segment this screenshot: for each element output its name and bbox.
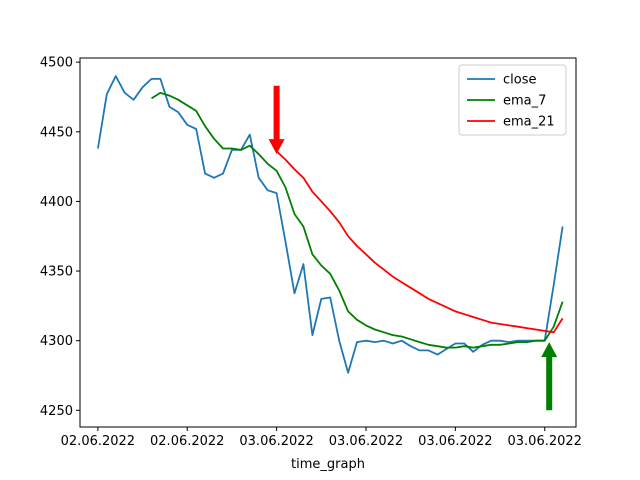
x-axis-label: time_graph [291,457,365,472]
legend: close ema_7 ema_21 [458,64,567,136]
y-tick-label: 4300 [40,334,73,349]
x-tick-label: 03.06.2022 [508,434,582,449]
y-tick-label: 4400 [40,195,73,210]
legend-box [458,64,567,136]
series-line-ema-7 [151,91,564,349]
legend-label-ema-21: ema_21 [503,115,555,130]
y-tick-label: 4500 [40,56,73,71]
x-tick-label: 02.06.2022 [150,434,224,449]
axes-spines [79,57,577,428]
legend-label-close: close [503,73,536,88]
x-tick-label: 02.06.2022 [61,434,135,449]
y-tick-label: 4350 [40,265,73,280]
series-line-close [97,75,564,374]
y-tick-label: 4450 [40,125,73,140]
x-tick-label: 03.06.2022 [239,434,313,449]
annotation-arrow-up [541,342,558,411]
x-axis: 02.06.2022 02.06.2022 03.06.2022 03.06.2022… [61,427,582,449]
x-tick-label: 03.06.2022 [329,434,403,449]
y-tick-label: 4250 [40,404,73,419]
series-line-ema-21 [275,150,564,334]
x-tick-label: 03.06.2022 [418,434,492,449]
plot-area [97,75,564,411]
legend-label-ema-7: ema_7 [503,94,546,109]
y-axis: 4250 4300 4350 4400 4450 4500 [40,56,80,419]
annotation-arrow-down [268,85,285,155]
axes-frame [79,57,577,428]
